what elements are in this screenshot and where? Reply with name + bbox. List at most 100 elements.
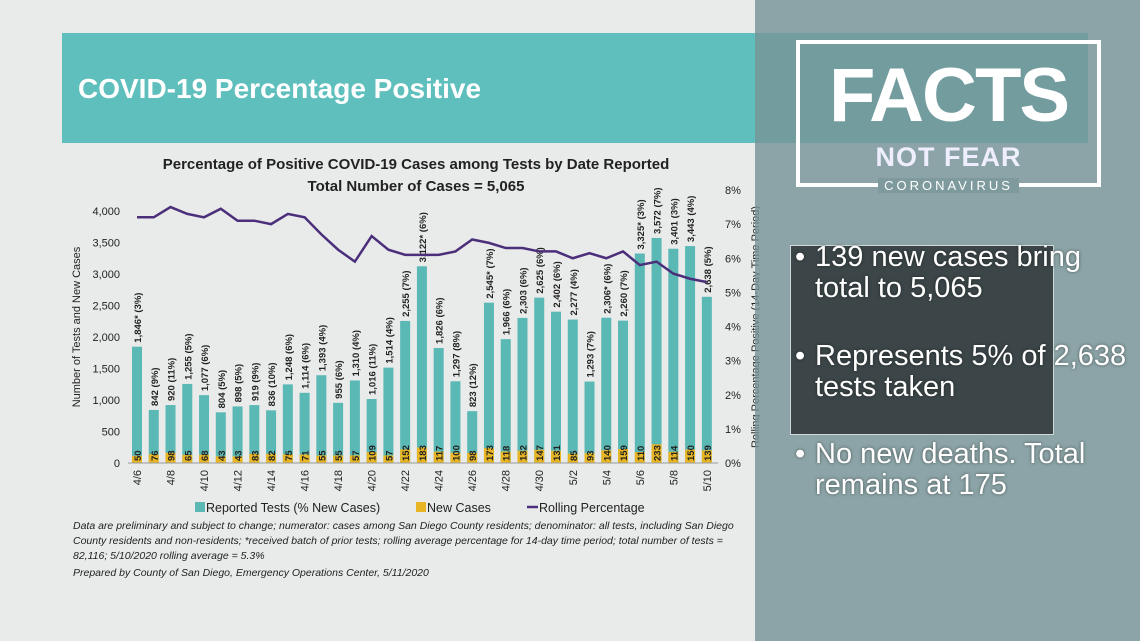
bullet-text: 139 new cases bring total to 5,065 (815, 241, 1081, 304)
new-cases-data-label: 118 (502, 446, 513, 461)
tests-data-label: 2,625 (6%) (535, 247, 546, 293)
y-tick-label: 1,500 (92, 364, 120, 376)
new-cases-data-label: 83 (250, 450, 261, 461)
tests-bar (400, 320, 411, 463)
new-cases-bar (299, 454, 310, 463)
y2-tick-label: 2% (725, 390, 741, 402)
tests-bar (232, 406, 243, 463)
y-tick-label: 2,500 (92, 301, 120, 313)
x-tick-label: 4/28 (501, 470, 513, 491)
x-tick-label: 4/6 (132, 470, 144, 485)
x-tick-label: 4/22 (400, 470, 412, 491)
bullet-dot: • (795, 241, 806, 273)
chart-title: Percentage of Positive COVID-19 Cases am… (163, 156, 670, 173)
logo-not-fear: NOT FEAR (875, 142, 1022, 172)
new-cases-data-label: 50 (133, 450, 144, 461)
tests-data-label: 1,966 (6%) (502, 289, 513, 335)
new-cases-data-label: 132 (518, 445, 529, 461)
tests-bar (567, 319, 578, 463)
footnote-prepared: Prepared by County of San Diego, Emergen… (73, 567, 429, 579)
new-cases-bar (467, 452, 478, 463)
x-tick-label: 5/2 (568, 470, 580, 485)
new-cases-bar (701, 450, 712, 463)
new-cases-bar (400, 449, 411, 463)
interpreter-video (790, 245, 1054, 435)
chart-subtitle: Total Number of Cases = 5,065 (308, 178, 525, 195)
tests-data-label: 3,325* (3%) (636, 199, 647, 249)
tests-bar (685, 246, 696, 463)
tests-data-label: 3,572 (7%) (653, 187, 664, 233)
new-cases-data-label: 57 (351, 450, 362, 461)
x-tick-label: 5/4 (601, 470, 613, 485)
x-tick-label: 5/6 (635, 470, 647, 485)
tests-data-label: 1,293 (7%) (586, 331, 597, 377)
new-cases-data-label: 114 (669, 445, 680, 461)
tests-bar (249, 405, 260, 463)
new-cases-data-label: 85 (569, 450, 580, 461)
x-tick-label: 4/16 (300, 470, 312, 491)
new-cases-data-label: 43 (217, 450, 228, 461)
chart: Percentage of Positive COVID-19 Cases am… (71, 156, 760, 515)
tests-data-label: 920 (11%) (167, 358, 178, 401)
tests-data-label: 1,016 (11%) (368, 344, 379, 395)
legend-rolling: Rolling Percentage (539, 501, 645, 515)
tests-data-label: 1,114 (6%) (301, 343, 312, 389)
tests-bar (416, 266, 427, 463)
new-cases-bar (517, 450, 528, 463)
bullet-percent: • Represents 5% of 2,638 tests taken (795, 341, 1135, 403)
new-cases-data-label: 98 (167, 450, 178, 461)
facts-not-fear-logo: FACTS NOT FEAR CORONAVIRUS (796, 40, 1101, 193)
new-cases-bar (651, 444, 662, 463)
y-tick-label: 2,000 (92, 332, 120, 344)
tests-bar (132, 346, 142, 463)
new-cases-bar (618, 448, 629, 463)
new-cases-data-label: 57 (384, 450, 395, 461)
tests-bar (383, 367, 394, 463)
new-cases-bar (534, 449, 545, 463)
tests-bar (316, 375, 327, 463)
tests-data-label: 804 (5%) (217, 370, 228, 409)
tests-bar (500, 339, 511, 463)
y-tick-label: 3,500 (92, 238, 120, 250)
logo-coronavirus: CORONAVIRUS (800, 178, 1097, 193)
tests-data-label: 919 (9%) (250, 363, 261, 402)
new-cases-bar (567, 453, 578, 463)
new-cases-data-label: 139 (703, 445, 714, 461)
tests-data-label: 1,077 (6%) (200, 345, 211, 391)
tests-bar (199, 395, 210, 463)
tests-bar (366, 398, 377, 463)
tests-data-label: 1,297 (8%) (451, 331, 462, 377)
tests-bar (433, 347, 444, 463)
new-cases-data-label: 75 (284, 450, 295, 461)
rolling-percentage-line (137, 205, 708, 284)
tests-bar (148, 409, 159, 463)
new-cases-bar (165, 452, 176, 463)
logo-coronavirus-text: CORONAVIRUS (878, 178, 1019, 193)
tests-data-label: 836 (10%) (267, 362, 278, 406)
new-cases-bar (349, 455, 360, 463)
legend-swatch-tests (195, 502, 205, 512)
new-cases-bar (148, 454, 159, 463)
tests-bar (182, 383, 193, 463)
tests-data-label: 2,306* (6%) (602, 264, 613, 314)
tests-data-label: 2,260 (7%) (619, 270, 630, 316)
tests-bar (618, 320, 629, 463)
y2-tick-label: 5% (725, 287, 741, 299)
x-tick-label: 5/8 (668, 470, 680, 485)
tests-data-label: 1,846* (3%) (133, 293, 144, 343)
y-tick-label: 0 (114, 458, 120, 470)
tests-bar (551, 311, 561, 463)
legend-tests: Reported Tests (% New Cases) (206, 501, 380, 515)
tests-data-label: 1,310 (4%) (351, 330, 362, 376)
y2-tick-label: 4% (725, 322, 741, 334)
y2-tick-label: 6% (725, 253, 741, 265)
new-cases-bar (634, 452, 645, 463)
y2-tick-label: 3% (725, 356, 741, 368)
new-cases-data-label: 43 (234, 450, 245, 461)
new-cases-bar (316, 455, 327, 463)
tests-bar (299, 392, 310, 463)
x-tick-label: 4/12 (233, 470, 245, 491)
x-tick-label: 4/30 (534, 470, 546, 491)
new-cases-bar (282, 454, 293, 463)
tests-data-label: 1,826 (6%) (435, 297, 446, 343)
